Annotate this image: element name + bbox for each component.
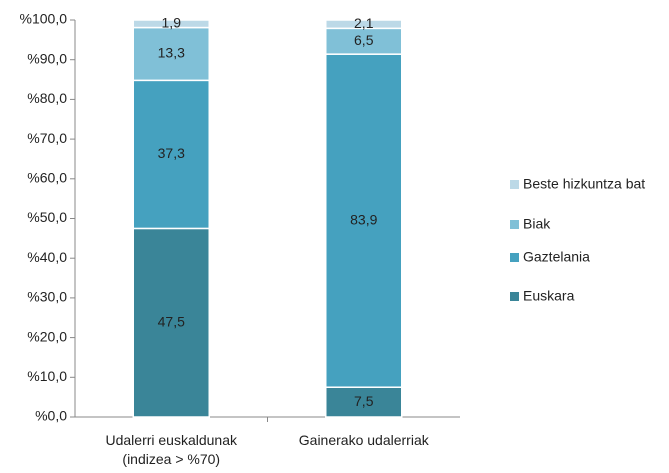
x-tick-label: Udalerri euskaldunak (indizea > %70) [105,432,238,467]
legend-swatch [510,253,519,262]
data-label: 37,3 [158,145,185,161]
y-tick-label: %10,0 [27,368,67,384]
bar-segment [325,53,403,388]
bar-segment [325,27,403,55]
y-tick-label: %40,0 [27,249,67,265]
y-tick-label: %60,0 [27,170,67,186]
legend-label: Gaztelania [523,249,590,265]
legend-swatch [510,220,519,229]
x-tick-label: Gainerako udalerriak [298,432,429,448]
data-label: 1,9 [162,14,182,30]
legend-swatch [510,180,519,189]
data-label: 83,9 [350,211,377,227]
legend-swatch [510,292,519,301]
y-tick-label: %20,0 [27,328,67,344]
legend-label: Biak [523,216,551,232]
bar-segment [132,227,210,418]
y-tick-label: %90,0 [27,50,67,66]
data-label: 13,3 [158,45,185,61]
y-tick-label: %80,0 [27,90,67,106]
data-label: 6,5 [354,32,374,48]
bar-segment [132,26,210,82]
bar-segment [132,79,210,230]
bar-segment [132,19,210,29]
y-tick-label: %0,0 [35,408,67,424]
data-label: 47,5 [158,313,185,329]
data-label: 7,5 [354,393,374,409]
y-tick-label: %70,0 [27,130,67,146]
y-tick-label: %30,0 [27,289,67,305]
data-label: 2,1 [354,15,374,31]
legend-label: Beste hizkuntza bat [523,176,645,192]
y-tick-label: %50,0 [27,209,67,225]
legend-label: Euskara [523,288,575,304]
y-tick-label: %100,0 [20,11,68,27]
bar-segment [325,386,403,418]
bar-segment [325,19,403,30]
